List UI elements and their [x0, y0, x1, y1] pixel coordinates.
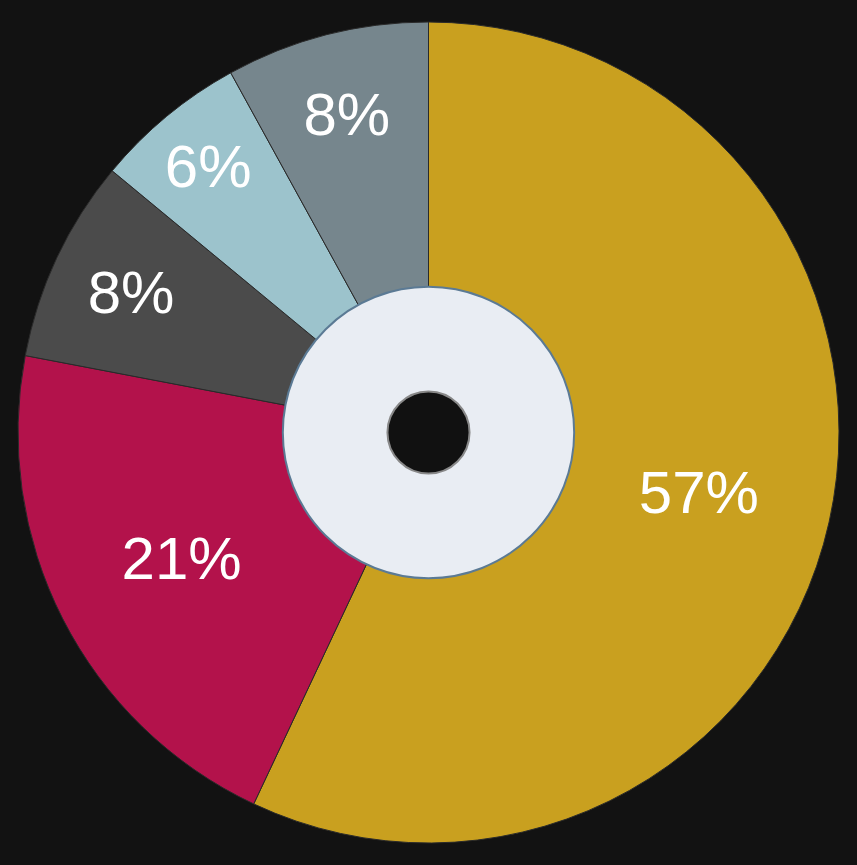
svg-text:57%: 57% [639, 459, 759, 526]
svg-text:6%: 6% [165, 133, 252, 200]
svg-text:8%: 8% [88, 259, 175, 326]
svg-text:21%: 21% [122, 525, 242, 592]
svg-text:8%: 8% [303, 81, 390, 148]
